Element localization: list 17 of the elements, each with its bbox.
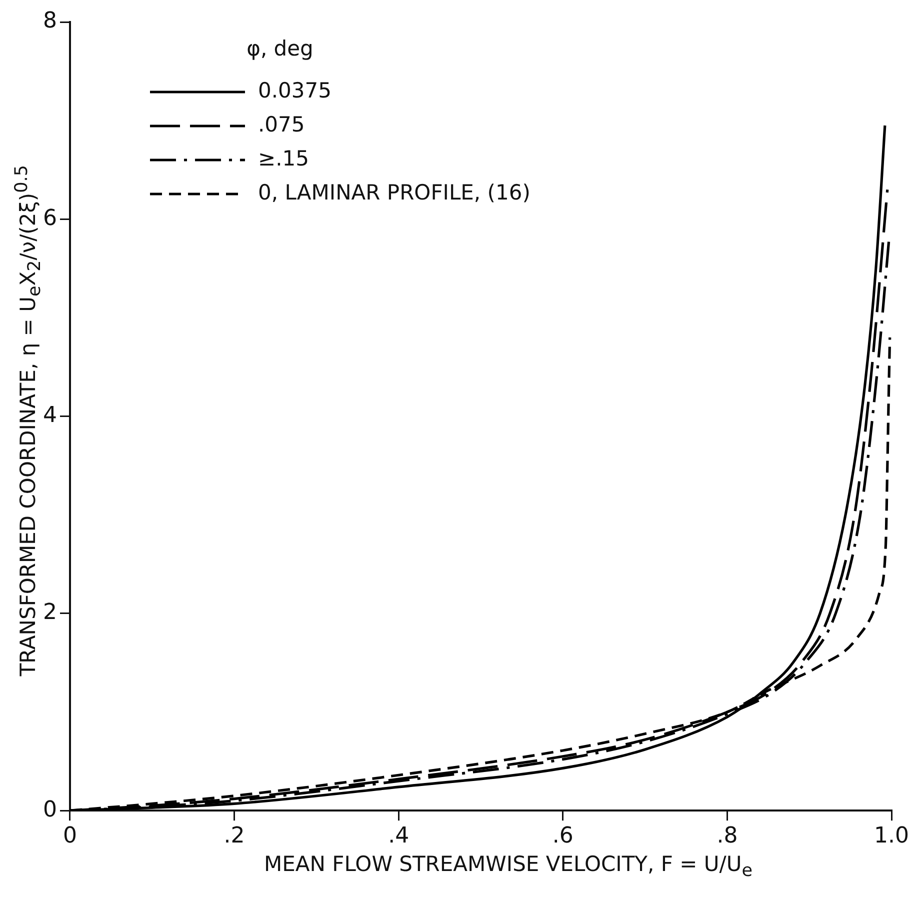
x-tick-label: .6 bbox=[552, 824, 574, 849]
x-tick-label: .8 bbox=[716, 824, 738, 849]
x-tick-label: .2 bbox=[224, 824, 245, 849]
legend-label: 0.0375 bbox=[258, 78, 332, 102]
legend-label: .075 bbox=[258, 112, 305, 136]
x-tick-label: 0 bbox=[62, 824, 77, 849]
y-tick-label: 4 bbox=[42, 403, 57, 428]
legend-title: φ, deg bbox=[246, 36, 314, 60]
x-axis-title: MEAN FLOW STREAMWISE VELOCITY, F = U/U$_{e}$ bbox=[264, 852, 752, 882]
x-tick-label: .4 bbox=[388, 824, 410, 849]
legend-label: 0, LAMINAR PROFILE, (16) bbox=[258, 180, 530, 204]
y-tick-label: 0 bbox=[42, 797, 57, 822]
y-tick-label: 2 bbox=[42, 600, 57, 626]
y-tick-label: 6 bbox=[42, 206, 57, 231]
y-tick-label: 8 bbox=[42, 8, 57, 34]
x-tick-label: 1.0 bbox=[874, 824, 910, 849]
legend-label: ≥.15 bbox=[258, 146, 309, 170]
